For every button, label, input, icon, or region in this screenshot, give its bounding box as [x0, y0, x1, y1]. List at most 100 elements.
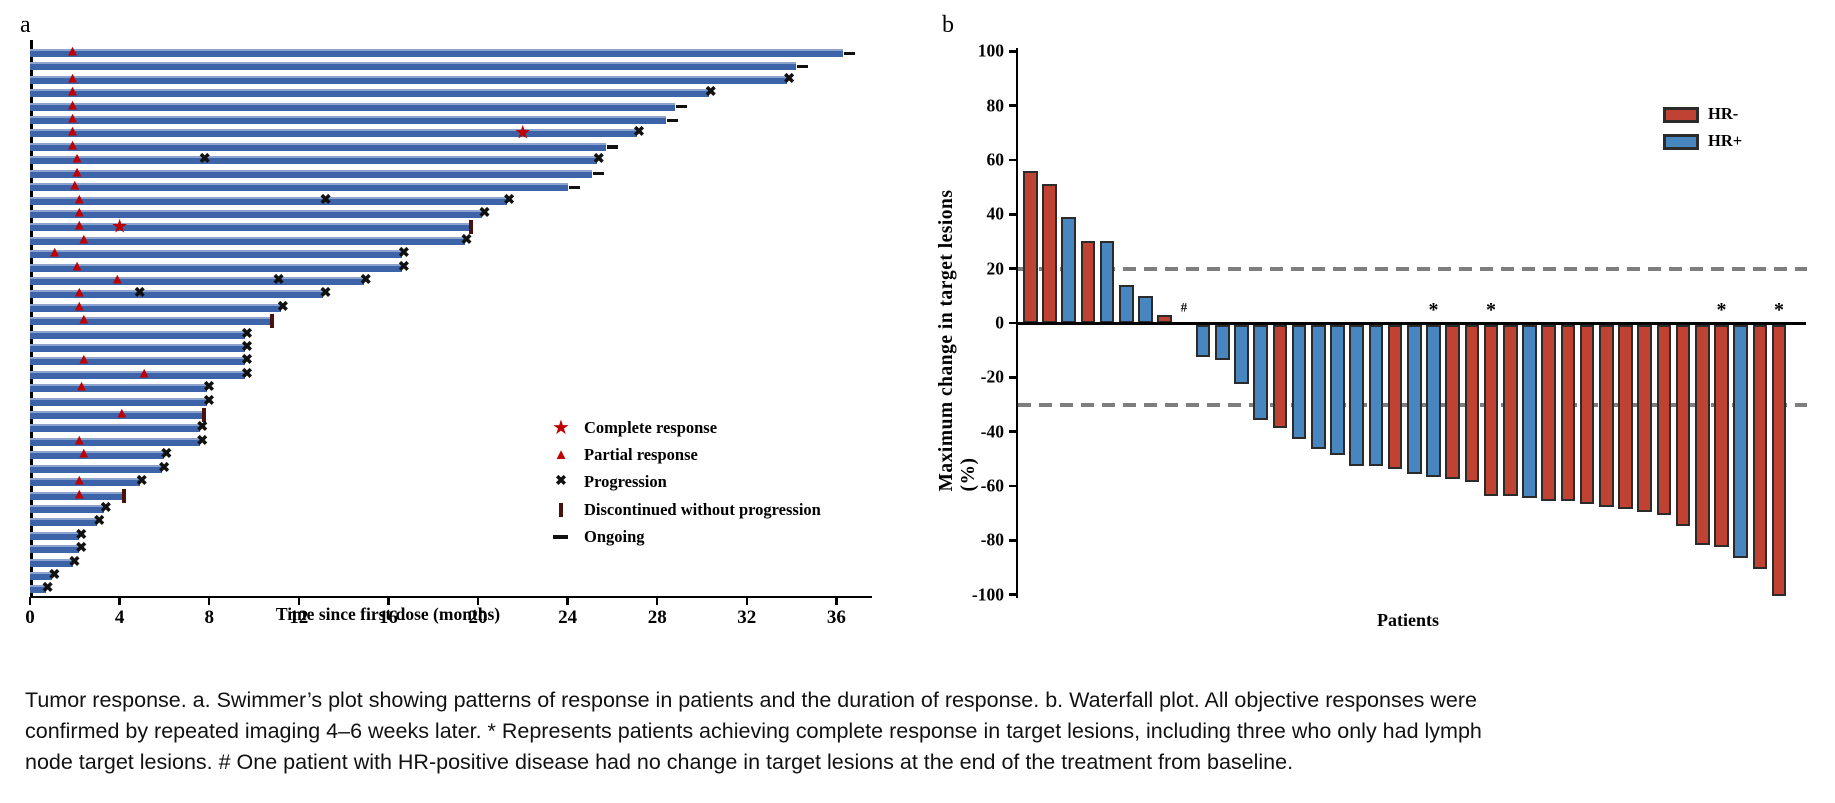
progression-x-icon: ✖ [704, 85, 717, 101]
progression-x-icon: ✖ [48, 567, 61, 583]
waterfall-bar-hr-negative [1675, 324, 1691, 526]
waterfall-x-axis-title: Patients [1377, 610, 1439, 630]
progression-x-icon: ✖ [100, 500, 112, 516]
progression-x-icon: ✖ [41, 581, 54, 597]
swimmer-legend-label: Progression [584, 472, 667, 492]
waterfall-bar-hr-negative [1637, 324, 1652, 512]
y-tick [1008, 213, 1016, 216]
swimmer-legend-label: Ongoing [584, 526, 645, 546]
partial-response-triangle-icon: ▲ [76, 445, 92, 462]
y-tick-label: 80 [986, 95, 1005, 116]
ongoing-dash-icon [844, 51, 856, 55]
pipe-shape [559, 502, 563, 517]
y-tick [1008, 158, 1016, 162]
swimmer-bar [30, 142, 606, 151]
swimmer-bar [30, 451, 165, 460]
partial-response-triangle-icon: ▲ [65, 137, 80, 154]
waterfall-bar-hr-negative [1618, 324, 1633, 510]
x-tick [835, 597, 838, 605]
waterfall-bar-hr-negative [1579, 324, 1595, 504]
waterfall-bar-hr-positive [1291, 324, 1307, 439]
progression-x-icon: ✖ [93, 514, 106, 530]
x-tick-label: 16 [378, 607, 398, 628]
swimmer-x-axis-title: Time since first dose (months) [275, 604, 501, 624]
x-tick [655, 597, 659, 605]
partial-response-triangle-icon: ▲ [71, 432, 87, 449]
complete-response-asterisk: * [1486, 299, 1497, 321]
swimmer-legend-item: Discontinued without progression [548, 499, 878, 525]
waterfall-bar-hr-negative [1272, 324, 1288, 428]
y-tick [1008, 430, 1016, 433]
swimmer-bar [30, 558, 73, 567]
waterfall-bar-hr-negative [1387, 324, 1403, 469]
y-tick [1008, 267, 1016, 270]
swimmer-bar [30, 236, 465, 245]
swimmer-bar [30, 49, 844, 57]
progression-x-icon: ✖ [241, 340, 253, 356]
partial-response-triangle-icon: ▲ [71, 284, 87, 301]
y-tick [1008, 376, 1016, 379]
swimmer-legend-label: Complete response [584, 418, 718, 437]
swimmer-legend-label: Partial response [584, 445, 698, 465]
progression-x-icon: ✖ [783, 71, 795, 87]
progression-x-icon: ✖ [196, 420, 209, 436]
swimmer-bar [30, 62, 797, 71]
complete-response-asterisk: * [1774, 299, 1785, 321]
partial-response-triangle-icon: ▲ [71, 486, 87, 503]
progression-x-icon: ✖ [203, 393, 215, 409]
complete-response-asterisk: * [1716, 299, 1727, 321]
waterfall-legend-item: HR- [1663, 104, 1783, 130]
partial-response-triangle-icon: ▲ [76, 351, 92, 368]
swimmer-bar [30, 585, 46, 594]
swimmer-legend-item: Ongoing [548, 526, 878, 552]
waterfall-legend-item: HR+ [1663, 131, 1783, 157]
y-tick [1008, 539, 1016, 542]
progression-x-icon: ✖ [277, 299, 289, 315]
waterfall-plot: Maximum change in target lesions (%) 100… [936, 41, 1807, 630]
progression-x-icon: ✖ [203, 380, 215, 396]
swimmer-bar [30, 545, 80, 554]
x-tick-label: 32 [737, 607, 757, 628]
complete-response-asterisk: * [1428, 299, 1439, 321]
partial-response-triangle-icon: ▲ [71, 191, 87, 207]
x-tick [297, 597, 301, 605]
discontinued-pipe-icon [202, 408, 207, 423]
partial-response-triangle-icon: ▲ [109, 271, 125, 288]
partial-response-triangle-icon: ▲ [69, 164, 85, 181]
progression-x-icon: ✖ [68, 554, 81, 570]
swimmer-bar [30, 156, 597, 165]
panel-b-label: b [942, 12, 954, 38]
swimmer-bar [30, 437, 201, 446]
caption-line-1: Tumor response. a. Swimmer’s plot showin… [25, 688, 1478, 712]
progression-x-icon: ✖ [241, 353, 253, 369]
swimmer-bar [30, 116, 667, 125]
partial-response-triangle-icon: ▲ [65, 97, 80, 114]
waterfall-bar-hr-negative [1080, 241, 1096, 323]
ongoing-dash-icon [797, 64, 809, 69]
discontinued-pipe-icon [469, 220, 474, 235]
complete-response-star-icon: ★ [514, 122, 532, 144]
swimmer-bar [30, 491, 122, 500]
complete-response-star-icon: ★ [111, 216, 129, 238]
waterfall-bar-hr-negative [1771, 324, 1787, 597]
waterfall-bar-hr-positive [1311, 324, 1326, 450]
legend-swatch [1663, 134, 1699, 150]
progression-x-icon: ✖ [133, 286, 146, 302]
legend-swatch [1663, 107, 1699, 123]
swimmer-bar [30, 518, 98, 527]
swimmer-bar [30, 75, 788, 84]
waterfall-bar-hr-negative [1483, 324, 1499, 496]
waterfall-bar-hr-negative [1445, 324, 1460, 480]
waterfall-legend-label: HR- [1708, 104, 1739, 123]
y-tick-label: -100 [971, 584, 1004, 605]
swimmer-bar [30, 397, 207, 406]
partial-response-triangle-icon: ▲ [65, 83, 80, 100]
ongoing-dash-icon [568, 185, 580, 189]
partial-response-triangle-icon: ▲ [65, 123, 80, 140]
progression-x-icon: ✖ [75, 527, 88, 543]
x-tick-label: 12 [289, 607, 309, 628]
progression-x-icon: ✖ [272, 272, 285, 288]
x-tick-label: 36 [826, 607, 846, 628]
x-tick [387, 597, 390, 605]
discontinued-pipe-icon [269, 314, 274, 329]
